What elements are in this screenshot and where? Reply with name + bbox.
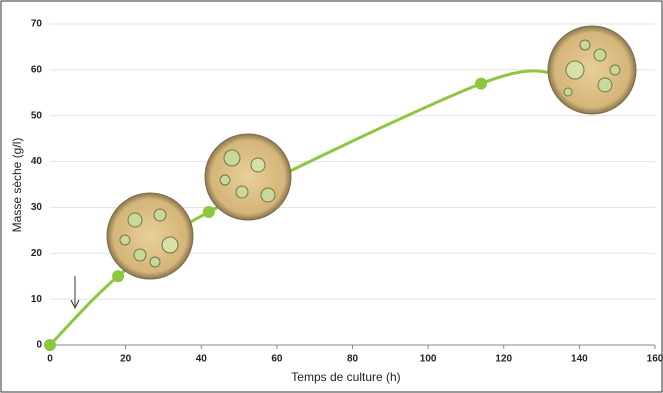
marker xyxy=(44,339,56,351)
y-tick-label: 70 xyxy=(31,19,43,30)
x-tick-label: 120 xyxy=(495,354,512,365)
micrograph xyxy=(205,134,291,220)
y-tick-label: 50 xyxy=(31,110,43,121)
x-axis-label: Temps de culture (h) xyxy=(291,370,400,384)
y-axis-label: Masse sèche (g/l) xyxy=(10,138,24,233)
y-tick-label: 10 xyxy=(31,294,43,305)
x-tick-label: 40 xyxy=(196,354,208,365)
x-tick-label: 60 xyxy=(271,354,283,365)
x-tick-label: 140 xyxy=(571,354,588,365)
x-tick-label: 160 xyxy=(647,354,663,365)
x-tick-label: 100 xyxy=(420,354,437,365)
marker xyxy=(112,270,124,282)
y-tick-label: 30 xyxy=(31,202,43,213)
y-tick-label: 0 xyxy=(36,340,42,351)
x-tick-label: 0 xyxy=(47,354,53,365)
y-tick-label: 60 xyxy=(31,64,43,75)
micrograph xyxy=(107,193,193,279)
marker xyxy=(203,206,215,218)
marker xyxy=(475,78,487,90)
y-tick-label: 40 xyxy=(31,156,43,167)
x-tick-label: 20 xyxy=(120,354,132,365)
chart: 0 10 20 30 40 50 60 70 0 20 40 60 80 100 120 140 160 Tem… xyxy=(0,0,663,393)
y-tick-label: 20 xyxy=(31,248,43,259)
micrograph xyxy=(548,26,636,114)
x-tick-label: 80 xyxy=(347,354,359,365)
